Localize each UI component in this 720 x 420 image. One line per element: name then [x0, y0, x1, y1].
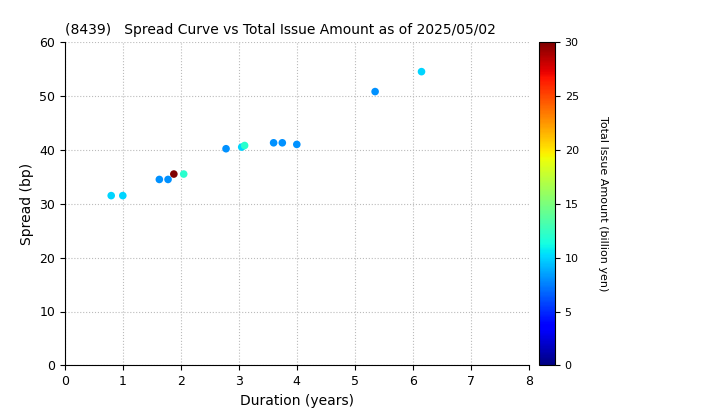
- Point: [236, 144, 248, 150]
- Point: [415, 68, 427, 75]
- Point: [276, 139, 288, 146]
- Point: [105, 192, 117, 199]
- Point: [369, 88, 381, 95]
- Point: [268, 139, 279, 146]
- Point: [117, 192, 129, 199]
- X-axis label: Duration (years): Duration (years): [240, 394, 354, 408]
- Point: [153, 176, 165, 183]
- Point: [168, 171, 179, 177]
- Point: [162, 176, 174, 183]
- Point: [220, 145, 232, 152]
- Text: (8439)   Spread Curve vs Total Issue Amount as of 2025/05/02: (8439) Spread Curve vs Total Issue Amoun…: [65, 23, 495, 37]
- Point: [291, 141, 302, 148]
- Y-axis label: Total Issue Amount (billion yen): Total Issue Amount (billion yen): [598, 116, 608, 291]
- Y-axis label: Spread (bp): Spread (bp): [19, 163, 34, 245]
- Point: [239, 142, 251, 149]
- Point: [178, 171, 189, 177]
